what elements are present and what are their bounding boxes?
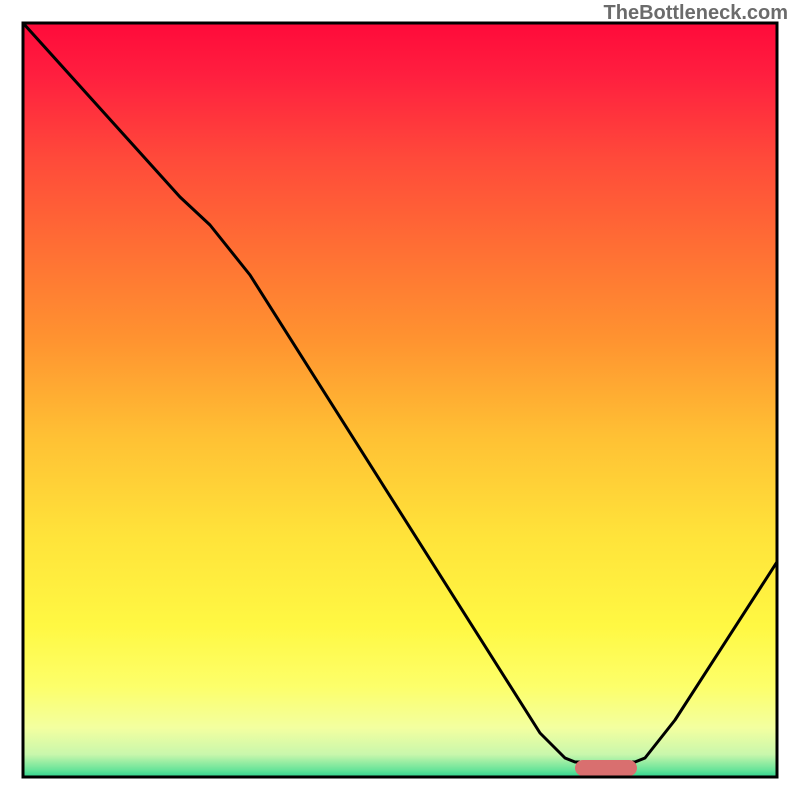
- bottleneck-chart: [0, 0, 800, 800]
- chart-frame: TheBottleneck.com: [0, 0, 800, 800]
- gradient-background: [23, 23, 777, 777]
- optimum-marker: [575, 760, 637, 776]
- attribution-label: TheBottleneck.com: [604, 2, 788, 25]
